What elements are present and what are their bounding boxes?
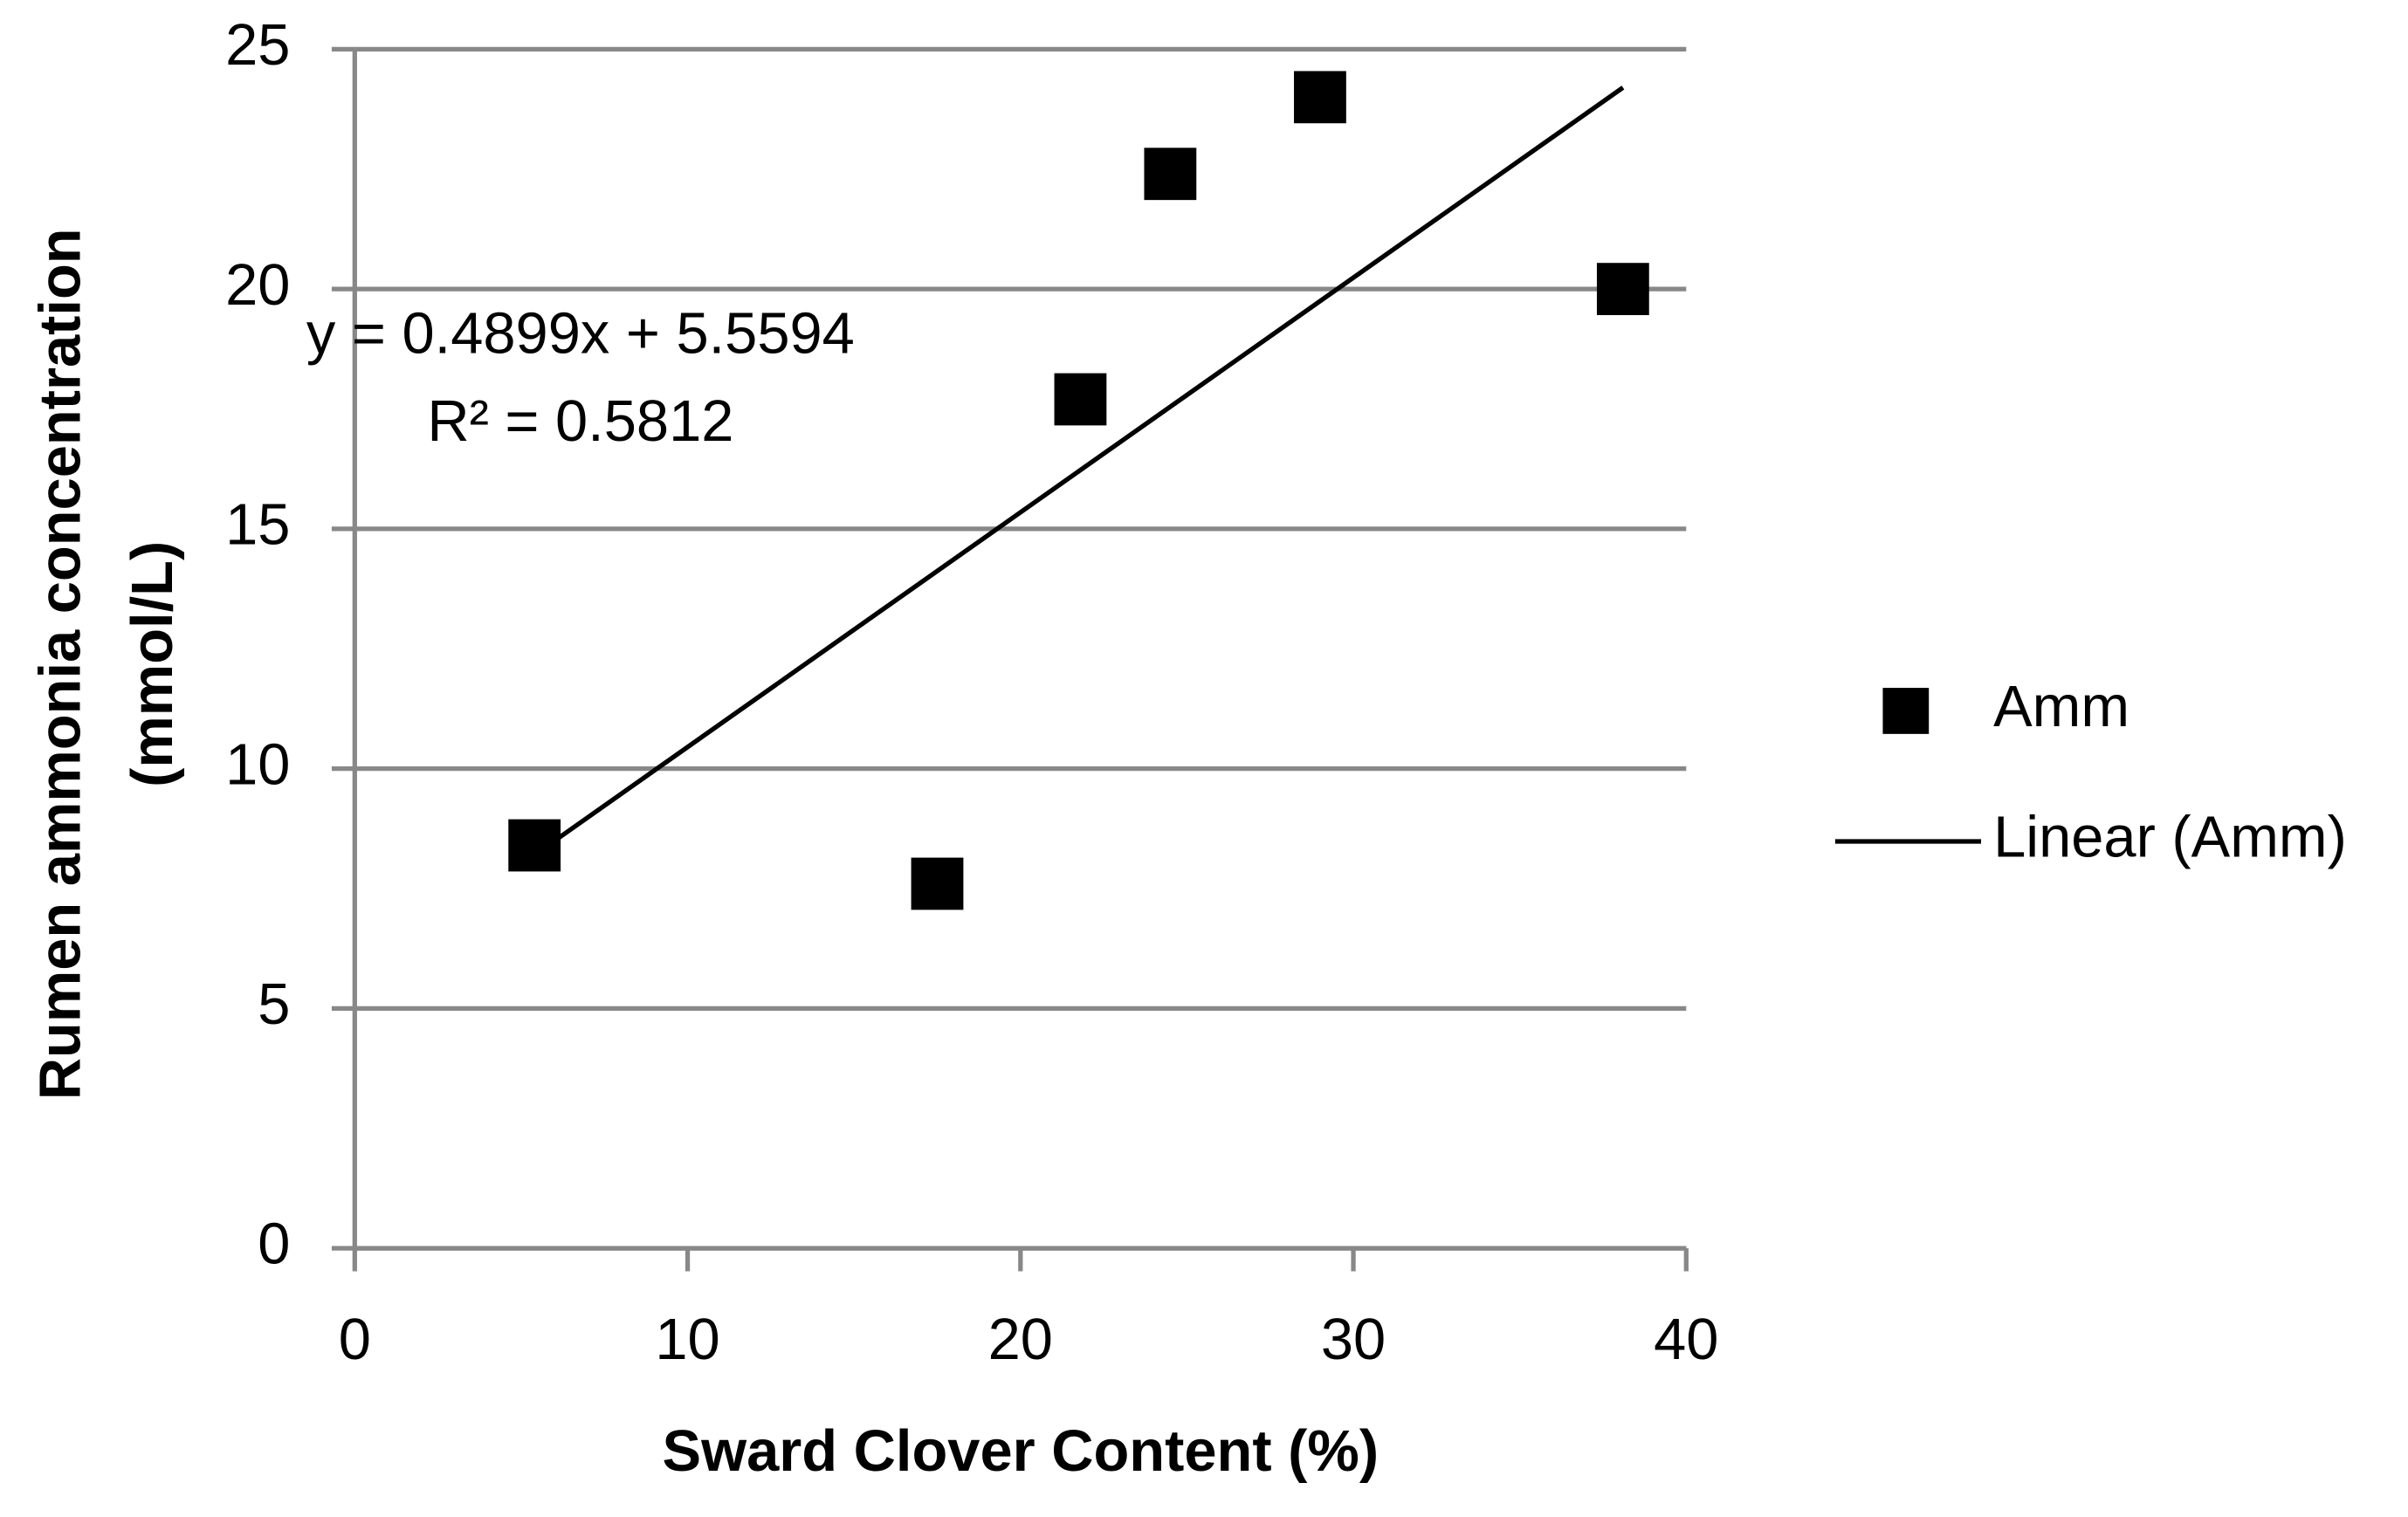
y-tick-label: 5 xyxy=(258,972,290,1037)
data-point xyxy=(1144,148,1197,201)
x-axis-label: Sward Clover Content (%) xyxy=(663,1419,1379,1484)
data-point xyxy=(1294,71,1346,124)
data-point xyxy=(1054,373,1107,426)
annotation: y = 0.4899x + 5.5594 xyxy=(306,302,855,367)
x-tick-label: 40 xyxy=(1654,1308,1718,1372)
x-tick-label: 20 xyxy=(988,1308,1053,1372)
y-tick-label: 20 xyxy=(225,253,290,318)
y-axis-label: Rumen ammonia concentration xyxy=(29,228,93,1100)
legend-label: Linear (Amm) xyxy=(1993,806,2347,870)
legend-marker xyxy=(1882,688,1930,734)
x-tick-label: 30 xyxy=(1321,1308,1386,1372)
trend-line xyxy=(533,86,1625,857)
x-tick-label: 10 xyxy=(655,1308,719,1372)
legend-label: Amm xyxy=(1993,675,2129,739)
data-point xyxy=(508,819,561,872)
x-tick-label: 0 xyxy=(339,1308,371,1372)
y-tick-label: 10 xyxy=(225,732,290,797)
y-tick-label: 0 xyxy=(258,1212,290,1277)
data-point xyxy=(911,857,964,910)
y-axis-label: (mmol/L) xyxy=(120,541,185,787)
annotation: R² = 0.5812 xyxy=(427,389,733,454)
y-tick-label: 15 xyxy=(225,493,290,558)
data-point xyxy=(1596,263,1649,316)
y-tick-label: 25 xyxy=(225,13,290,78)
